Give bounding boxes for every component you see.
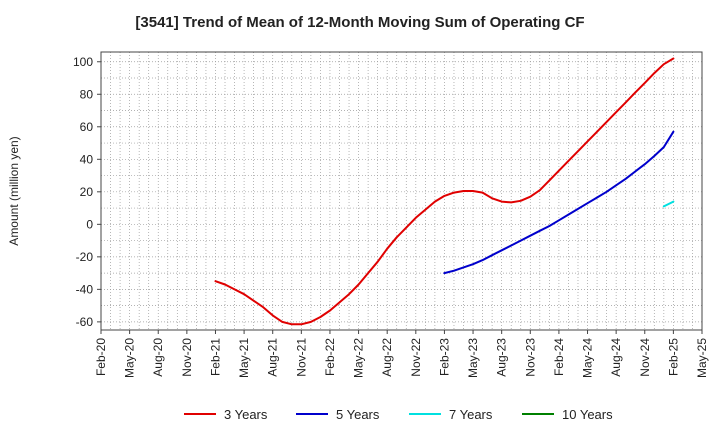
x-tick-label: May-22 bbox=[352, 338, 366, 378]
y-tick-label: 60 bbox=[80, 120, 94, 134]
x-tick-label: Nov-20 bbox=[180, 338, 194, 377]
x-tick-label: Nov-22 bbox=[409, 338, 423, 377]
x-tick-label: Nov-24 bbox=[638, 338, 652, 377]
x-tick-label: Aug-22 bbox=[380, 338, 394, 377]
y-tick-label: -60 bbox=[76, 315, 94, 329]
x-tick-label: Aug-20 bbox=[151, 338, 165, 377]
series-line-3-years bbox=[214, 57, 675, 326]
x-tick-label: May-25 bbox=[695, 338, 709, 378]
series-line-7-years bbox=[662, 200, 675, 208]
x-tick-label: Feb-23 bbox=[437, 338, 451, 376]
plot-area-frame bbox=[100, 51, 703, 331]
x-tick-label: Feb-25 bbox=[666, 338, 680, 376]
y-tick-label: -40 bbox=[76, 282, 94, 296]
y-axis-ticks: -60 -40 -20 0 20 40 60 80 100 bbox=[73, 55, 101, 329]
chart-title: [3541] Trend of Mean of 12-Month Moving … bbox=[135, 14, 585, 31]
grid-layer bbox=[101, 52, 702, 330]
x-tick-label: Feb-20 bbox=[94, 338, 108, 376]
x-tick-label: Feb-21 bbox=[208, 338, 222, 376]
x-tick-label: Feb-24 bbox=[552, 338, 566, 376]
x-axis-ticks: Feb-20 May-20 Aug-20 Nov-20 Feb-21 May-21 Aug-… bbox=[94, 330, 709, 378]
legend-label-7-years: 7 Years bbox=[449, 407, 493, 422]
x-tick-label: May-20 bbox=[123, 338, 137, 378]
legend: 3 Years 5 Years 7 Years 10 Years bbox=[184, 407, 613, 422]
x-tick-label: Feb-22 bbox=[323, 338, 337, 376]
y-tick-label: 80 bbox=[80, 87, 94, 101]
y-axis-label: Amount (million yen) bbox=[7, 136, 21, 245]
y-tick-label: 20 bbox=[80, 185, 94, 199]
legend-label-5-years: 5 Years bbox=[336, 407, 380, 422]
series-layer bbox=[214, 57, 675, 326]
legend-label-3-years: 3 Years bbox=[224, 407, 268, 422]
x-tick-label: May-23 bbox=[466, 338, 480, 378]
legend-label-10-years: 10 Years bbox=[562, 407, 613, 422]
x-tick-label: May-21 bbox=[237, 338, 251, 378]
y-tick-label: 100 bbox=[73, 55, 93, 69]
x-tick-label: Aug-21 bbox=[266, 338, 280, 377]
y-tick-label: 40 bbox=[80, 152, 94, 166]
y-tick-label: -20 bbox=[76, 250, 94, 264]
x-tick-label: Nov-23 bbox=[523, 338, 537, 377]
x-tick-label: Aug-23 bbox=[495, 338, 509, 377]
y-tick-label: 0 bbox=[86, 217, 93, 231]
x-tick-label: Nov-21 bbox=[294, 338, 308, 377]
series-line-5-years bbox=[443, 130, 675, 275]
x-tick-label: Aug-24 bbox=[609, 338, 623, 377]
x-tick-label: May-24 bbox=[581, 338, 595, 378]
